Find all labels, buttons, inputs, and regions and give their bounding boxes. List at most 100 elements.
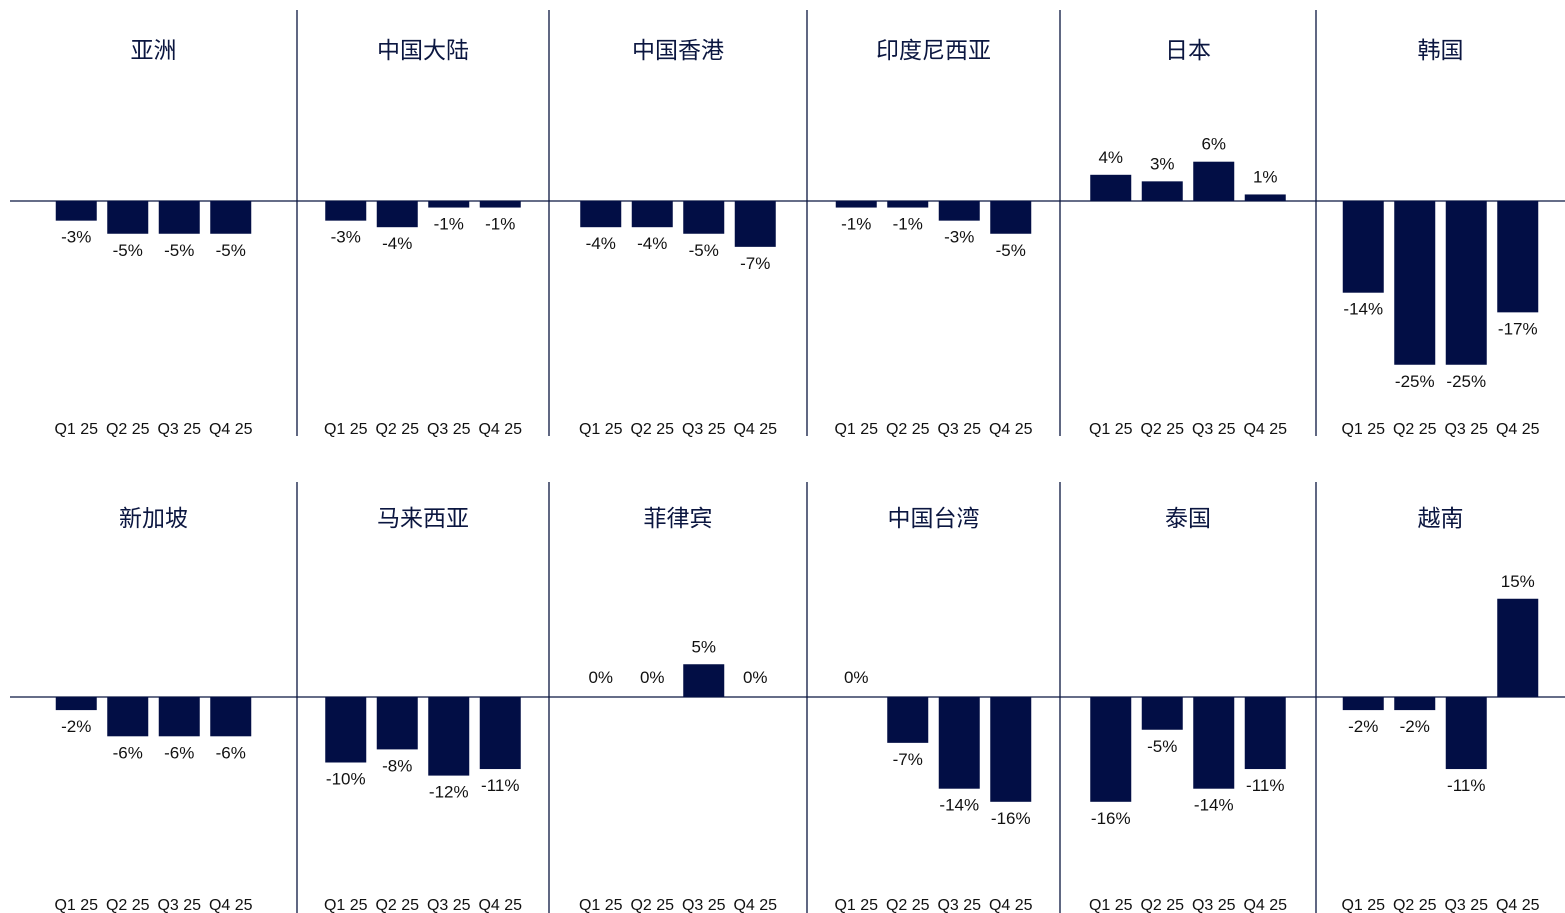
x-tick-label: Q3 25 — [1444, 421, 1488, 438]
bar — [734, 201, 776, 247]
x-tick-label: Q4 25 — [733, 897, 777, 913]
x-tick-label: Q4 25 — [478, 421, 522, 438]
data-label: -5% — [996, 241, 1026, 260]
data-label: -17% — [1498, 319, 1538, 338]
panel-title: 韩国 — [1418, 38, 1464, 64]
x-tick-label: Q4 25 — [1496, 421, 1540, 438]
bar — [107, 697, 149, 737]
data-label: -6% — [164, 743, 194, 762]
bar — [428, 697, 470, 776]
bar — [325, 201, 367, 221]
x-tick-label: Q1 25 — [579, 421, 623, 438]
x-tick-label: Q1 25 — [1089, 897, 1133, 913]
x-tick-label: Q4 25 — [478, 897, 522, 913]
bar — [1090, 697, 1132, 802]
panel-title: 印度尼西亚 — [876, 38, 991, 64]
data-label: 0% — [743, 668, 768, 687]
bar — [158, 201, 200, 234]
x-tick-label: Q2 25 — [1140, 421, 1184, 438]
x-tick-label: Q1 25 — [324, 421, 368, 438]
data-label: 0% — [640, 668, 665, 687]
data-label: -7% — [740, 254, 770, 273]
panel-title: 日本 — [1165, 38, 1211, 64]
bar — [887, 697, 929, 743]
bar — [1394, 201, 1436, 365]
bar — [55, 697, 97, 711]
panel-title: 菲律宾 — [644, 506, 713, 532]
bar — [325, 697, 367, 763]
bar — [1342, 201, 1384, 293]
x-tick-label: Q4 25 — [209, 421, 253, 438]
bar — [479, 201, 521, 208]
bar — [887, 201, 929, 208]
bar — [1497, 598, 1539, 697]
bar — [1445, 201, 1487, 365]
bar — [1244, 194, 1286, 201]
bar — [835, 201, 877, 208]
bar — [1445, 697, 1487, 770]
x-tick-label: Q3 25 — [937, 421, 981, 438]
x-tick-label: Q1 25 — [54, 897, 98, 913]
data-label: -11% — [1246, 776, 1284, 795]
panel-8: 马来西亚 -10% Q1 25 -8% Q2 25 -12% Q3 25 -11% Q4 25 — [324, 506, 522, 913]
panel-9: 菲律宾 0% Q1 25 0% Q2 25 5% Q3 25 0% Q4 25 — [579, 506, 777, 913]
bar — [1141, 697, 1183, 730]
x-tick-label: Q2 25 — [630, 897, 674, 913]
bar — [376, 201, 418, 228]
panel-title: 泰国 — [1165, 506, 1211, 532]
bar — [376, 697, 418, 750]
data-label: -1% — [434, 215, 464, 234]
data-label: -4% — [586, 234, 616, 253]
x-tick-label: Q2 25 — [886, 421, 930, 438]
x-tick-label: Q2 25 — [1393, 897, 1437, 913]
data-label: -1% — [841, 215, 871, 234]
data-label: -3% — [331, 228, 361, 247]
x-tick-label: Q2 25 — [886, 897, 930, 913]
x-tick-label: Q1 25 — [324, 897, 368, 913]
data-label: -5% — [164, 241, 194, 260]
panel-1: 亚洲 -3% Q1 25 -5% Q2 25 -5% Q3 25 -5% Q4 25 — [54, 38, 252, 438]
bar — [1394, 697, 1436, 711]
bar — [55, 201, 97, 221]
x-tick-label: Q3 25 — [1192, 421, 1236, 438]
x-tick-label: Q3 25 — [1192, 897, 1236, 913]
x-tick-label: Q4 25 — [989, 421, 1033, 438]
x-tick-label: Q4 25 — [733, 421, 777, 438]
data-label: -16% — [991, 809, 1031, 828]
x-tick-label: Q3 25 — [682, 421, 726, 438]
panel-title: 中国台湾 — [888, 506, 980, 532]
x-tick-label: Q3 25 — [427, 421, 471, 438]
data-label: -1% — [485, 215, 515, 234]
panel-5: 日本 4% Q1 25 3% Q2 25 6% Q3 25 1% Q4 25 — [1089, 38, 1287, 438]
x-tick-label: Q3 25 — [157, 421, 201, 438]
data-label: 6% — [1201, 135, 1226, 154]
data-label: 15% — [1501, 572, 1535, 591]
x-tick-label: Q4 25 — [1243, 421, 1287, 438]
data-label: -3% — [944, 228, 974, 247]
data-label: -5% — [1147, 737, 1177, 756]
data-label: -5% — [113, 241, 143, 260]
x-tick-label: Q2 25 — [106, 897, 150, 913]
bar — [683, 664, 725, 697]
x-tick-label: Q4 25 — [1243, 897, 1287, 913]
x-tick-label: Q1 25 — [54, 421, 98, 438]
panel-10: 中国台湾 0% Q1 25 -7% Q2 25 -14% Q3 25 -16% Q4 25 — [834, 506, 1032, 913]
panel-title: 新加坡 — [119, 506, 188, 532]
bar — [990, 201, 1032, 234]
data-label: -10% — [326, 770, 366, 789]
data-label: 1% — [1253, 167, 1278, 186]
x-tick-label: Q2 25 — [1140, 897, 1184, 913]
data-label: 3% — [1150, 154, 1175, 173]
data-label: 4% — [1098, 148, 1123, 167]
bar — [683, 201, 725, 234]
data-label: -6% — [113, 743, 143, 762]
data-label: 0% — [588, 668, 613, 687]
data-label: -2% — [1348, 717, 1378, 736]
x-tick-label: Q3 25 — [682, 897, 726, 913]
x-tick-label: Q4 25 — [209, 897, 253, 913]
panel-title: 越南 — [1418, 506, 1464, 532]
data-label: -4% — [382, 234, 412, 253]
bar — [479, 697, 521, 770]
x-tick-label: Q3 25 — [937, 897, 981, 913]
data-label: -25% — [1395, 372, 1435, 391]
